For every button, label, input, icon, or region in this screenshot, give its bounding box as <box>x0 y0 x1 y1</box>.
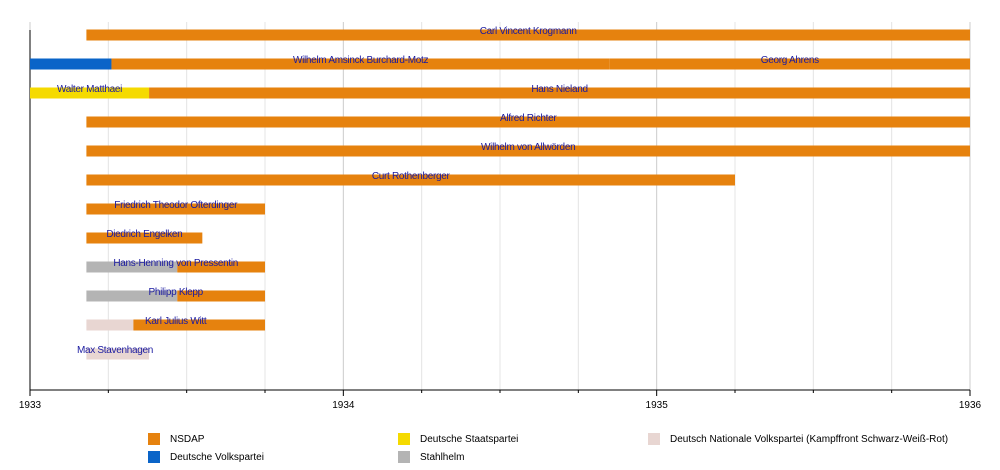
timeline-bar <box>86 290 178 302</box>
legend-label: Deutsche Volkspartei <box>170 451 264 463</box>
legend-swatch <box>648 433 660 445</box>
person-label: Hans-Henning von Pressentin <box>113 258 238 269</box>
person-label: Wilhelm von Allwörden <box>481 142 575 153</box>
timeline-bar <box>149 87 971 99</box>
timeline-bar <box>30 87 150 99</box>
legend-dnvp: Deutsch Nationale Volkspartei (Kampffron… <box>648 433 948 445</box>
timeline-bar <box>111 58 610 70</box>
timeline-bar <box>177 290 265 302</box>
timeline-bar <box>86 232 203 244</box>
timeline-bar <box>86 29 970 41</box>
timeline-bar <box>133 319 265 331</box>
legend-nsdap: NSDAP <box>148 433 204 445</box>
chart-svg: 1933 1934 1935 1936 Carl Vincent Krogmann Wil… <box>19 22 982 411</box>
person-label: Friedrich Theodor Ofterdinger <box>114 200 238 211</box>
timeline-bar <box>609 58 970 70</box>
person-label: Alfred Richter <box>500 113 557 124</box>
legend-swatch <box>148 433 160 445</box>
legend-label: Deutsche Staatspartei <box>420 433 519 445</box>
person-label: Hans Nieland <box>531 84 587 95</box>
person-label: Georg Ahrens <box>761 55 819 66</box>
timeline-bar <box>86 145 970 157</box>
legend-stahlhelm: Stahlhelm <box>398 451 464 463</box>
person-label: Philipp Klepp <box>148 287 203 298</box>
person-label: Carl Vincent Krogmann <box>480 26 577 37</box>
legend-swatch <box>398 451 410 463</box>
person-label: Walter Matthaei <box>57 84 122 95</box>
x-tick-label: 1933 <box>19 400 42 411</box>
x-tick-label: 1934 <box>332 400 355 411</box>
legend-swatch <box>398 433 410 445</box>
legend-label: NSDAP <box>170 433 205 445</box>
timeline-bar <box>86 261 178 273</box>
x-tick-label: 1935 <box>646 400 669 411</box>
legend-dstp: Deutsche Staatspartei <box>398 433 518 445</box>
person-label: Karl Julius Witt <box>145 316 207 327</box>
timeline-bar <box>86 203 266 215</box>
timeline-bar <box>30 58 112 70</box>
legend-label: Stahlhelm <box>420 451 465 463</box>
person-label: Diedrich Engelken <box>106 229 182 240</box>
timeline-bar <box>86 319 134 331</box>
timeline-bar <box>177 261 265 273</box>
person-label: Wilhelm Amsinck Burchard-Motz <box>293 55 429 66</box>
legend-dvp: Deutsche Volkspartei <box>148 451 264 463</box>
timeline-bar <box>86 116 970 128</box>
x-tick-label: 1936 <box>959 400 982 411</box>
legend-label: Deutsch Nationale Volkspartei (Kampffron… <box>670 433 949 445</box>
person-label: Curt Rothenberger <box>372 171 451 182</box>
timeline-bar <box>86 348 150 360</box>
timeline-bar <box>86 174 735 186</box>
legend-swatch <box>148 451 160 463</box>
person-label: Max Stavenhagen <box>77 345 153 356</box>
